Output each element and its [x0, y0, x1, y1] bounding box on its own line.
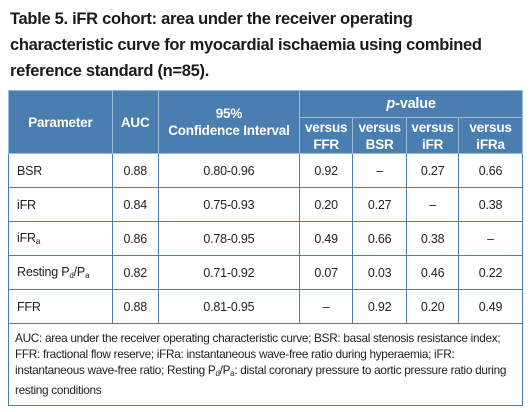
- table-cell: 0.20: [299, 187, 354, 222]
- table-cell: 0.07: [299, 255, 354, 290]
- line: reference standard (n=85).: [10, 62, 209, 80]
- table-cell: 0.82: [111, 255, 159, 290]
- text: /P: [73, 265, 86, 279]
- line: iFR: [422, 136, 444, 152]
- table-cell: 0.81-0.95: [157, 289, 301, 324]
- row-label: BSR: [8, 153, 113, 188]
- table-cell: 0.66: [352, 221, 408, 256]
- footnote: AUC: area under the receiver operating c…: [8, 323, 523, 406]
- table-cell: –: [458, 221, 523, 256]
- table-cell: –: [406, 187, 460, 222]
- table-title: Table 5. iFR cohort: area under the rece…: [10, 6, 525, 84]
- table-head: Parameter AUC 95% Confidence Interval p-valu…: [8, 90, 523, 154]
- line: Confidence Interval: [168, 123, 290, 138]
- header-cell: 95% Confidence Interval: [157, 90, 301, 154]
- table-cell: 0.38: [406, 221, 460, 256]
- table-cell: 0.20: [406, 289, 460, 324]
- subscript: d: [69, 271, 74, 280]
- table-cell: 0.75-0.93: [157, 187, 301, 222]
- header-row: Parameter AUC 95% Confidence Interval p-valu…: [8, 90, 523, 154]
- subscript: a: [85, 271, 90, 280]
- line: versus: [305, 119, 348, 135]
- table-row: FFR 0.88 0.81-0.95–0.92 0.20 0.49: [8, 289, 523, 324]
- text: BSR: [17, 163, 43, 178]
- text: iFR: [17, 231, 36, 245]
- line: versus: [411, 119, 454, 135]
- table-cell: 0.49: [458, 289, 523, 324]
- subscript: a: [230, 369, 235, 378]
- line: 95%: [215, 106, 243, 121]
- row-label: iFR: [8, 187, 113, 222]
- table-row: iFR 0.84 0.75-0.93 0.20 0.27–0.38: [8, 187, 523, 222]
- table-cell: 0.66: [458, 153, 523, 188]
- line: iFRa: [476, 136, 505, 152]
- table-cell: 0.03: [352, 255, 408, 290]
- header-cell: versus iFRa: [458, 117, 523, 154]
- row-label: iFRa: [8, 221, 113, 256]
- footnote-row: AUC: area under the receiver operating c…: [8, 323, 523, 406]
- table-cell: 0.80-0.96: [157, 153, 301, 188]
- header-row: versus FFR versus BSR versus iFR versus iFRa: [9, 117, 523, 154]
- line: Table 5. iFR cohort: area under the rece…: [10, 10, 413, 28]
- table-cell: 0.92: [299, 153, 354, 188]
- text: AUC: area under the receiver operating c…: [15, 331, 501, 377]
- table-cell: 0.49: [299, 221, 354, 256]
- text: iFR: [17, 197, 36, 212]
- table-cell: 0.78-0.95: [157, 221, 301, 256]
- table-row: iFRa 0.86 0.78-0.95 0.49 0.66 0.38–: [8, 221, 523, 256]
- header-cell: p-value: [299, 90, 523, 118]
- row-label: FFR: [8, 289, 113, 324]
- table-cell: 0.88: [111, 289, 159, 324]
- table-cell: –: [299, 289, 354, 324]
- text: /P: [219, 363, 231, 377]
- table-row: Resting Pd/Pa 0.82 0.71-0.92 0.07 0.03 0.46 0.…: [8, 255, 523, 290]
- table-cell: 0.86: [111, 221, 159, 256]
- line: BSR: [365, 136, 394, 152]
- text: : distal coronary pressure to aortic pre…: [15, 363, 507, 397]
- table-body: BSR 0.88 0.80-0.96 0.92–0.27 0.66 iFR 0.84 0.75…: [8, 153, 523, 406]
- italic-text: p: [386, 95, 396, 112]
- header-cell: versus FFR: [299, 117, 354, 154]
- header-cell: Parameter: [8, 90, 113, 154]
- table-cell: 0.88: [111, 153, 159, 188]
- row-label: Resting Pd/Pa: [8, 255, 113, 290]
- line: versus: [469, 119, 512, 135]
- table-cell: 0.27: [352, 187, 408, 222]
- table-cell: 0.27: [406, 153, 460, 188]
- subscript: d: [215, 369, 220, 378]
- header-cell: versus iFR: [406, 117, 460, 154]
- table-cell: 0.92: [352, 289, 408, 324]
- table-cell: 0.71-0.92: [157, 255, 301, 290]
- table-cell: 0.22: [458, 255, 523, 290]
- data-table: Parameter AUC 95% Confidence Interval p-valu…: [8, 90, 523, 406]
- subscript: a: [35, 237, 41, 246]
- text: FFR: [17, 299, 41, 314]
- table-cell: 0.84: [111, 187, 159, 222]
- line: versus: [358, 119, 401, 135]
- header-cell: AUC: [111, 90, 159, 154]
- table-row: BSR 0.88 0.80-0.96 0.92–0.27 0.66: [8, 153, 523, 188]
- table-cell: 0.46: [406, 255, 460, 290]
- line: characteristic curve for myocardial isch…: [10, 36, 482, 54]
- line: FFR: [313, 136, 339, 152]
- text: Resting P: [17, 265, 70, 279]
- table-cell: –: [352, 153, 408, 188]
- text: -value: [395, 95, 436, 112]
- table-cell: 0.38: [458, 187, 523, 222]
- header-cell: versus BSR: [352, 117, 408, 154]
